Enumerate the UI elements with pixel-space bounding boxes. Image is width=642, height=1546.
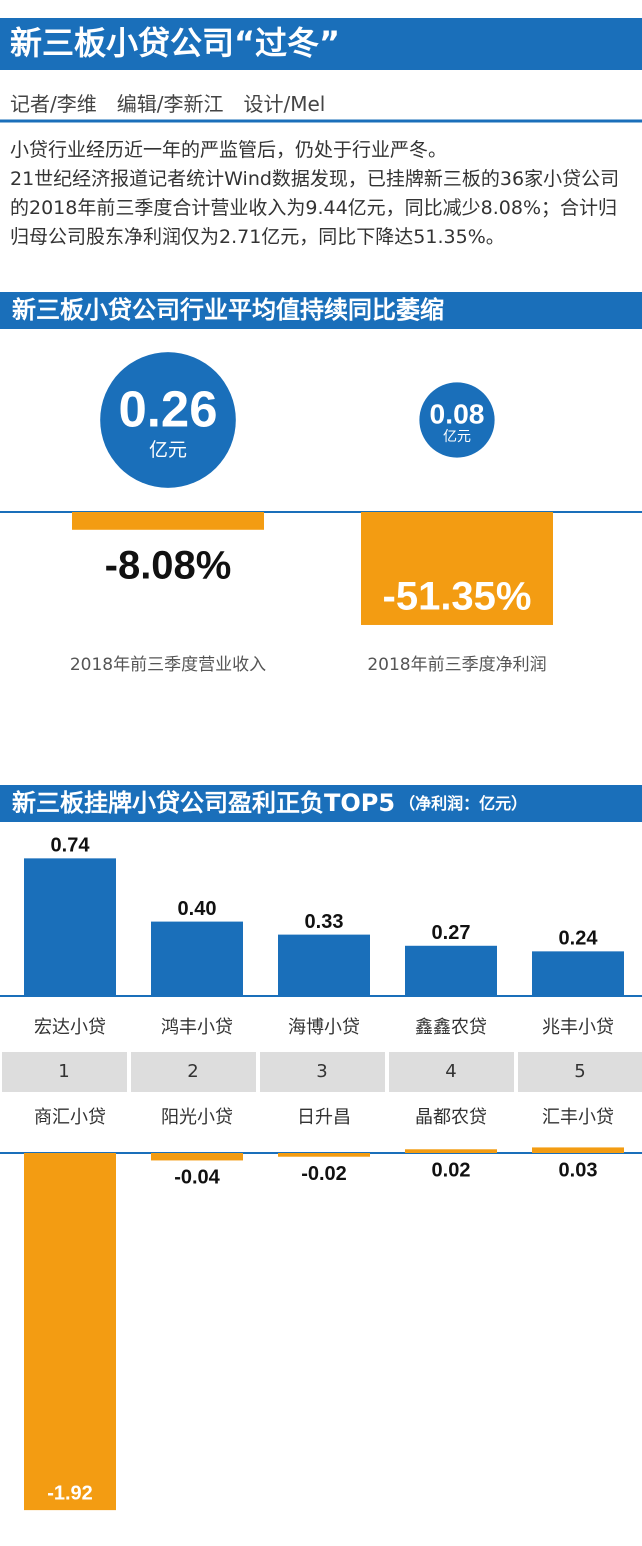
category-label: 2018年前三季度净利润: [367, 655, 546, 675]
company-label: 鸿丰小贷: [161, 1017, 233, 1038]
rank-label: 2: [187, 1061, 198, 1082]
company-label: 兆丰小贷: [542, 1017, 614, 1038]
rank-cell: [518, 1052, 642, 1092]
rank-label: 1: [58, 1061, 69, 1082]
avg-value: 0.08: [430, 398, 485, 430]
company-label: 日升昌: [297, 1107, 351, 1128]
section-title: 新三板小贷公司行业平均值持续同比萎缩: [12, 296, 444, 324]
value-label: 0.03: [559, 1159, 598, 1181]
change-bar: [361, 512, 553, 625]
change-bar: [72, 512, 264, 530]
section-title: 新三板挂牌小贷公司盈利正负TOP5 （净利润：亿元）: [12, 789, 527, 817]
avg-unit: 亿元: [443, 429, 471, 445]
rank-label: 4: [445, 1061, 456, 1082]
avg-value: 0.26: [119, 381, 218, 438]
bar: [532, 951, 624, 996]
change-label: -51.35%: [383, 575, 532, 619]
category-label: 2018年前三季度营业收入: [70, 655, 266, 675]
section-title-text: 新三板小贷公司行业平均值持续同比萎缩: [12, 296, 444, 324]
title-bar: [0, 18, 642, 70]
bar: [532, 1147, 624, 1153]
value-label: -0.02: [301, 1163, 347, 1185]
company-label: 海博小贷: [288, 1017, 360, 1038]
company-label: 晶都农贷: [415, 1107, 487, 1128]
bar: [151, 921, 243, 996]
bar: [405, 945, 497, 996]
section-bar: [0, 785, 642, 822]
value-label: 0.27: [432, 922, 471, 944]
value-label: -0.04: [174, 1167, 220, 1189]
rank-cell: [260, 1052, 385, 1092]
title: 新三板小贷公司“过冬”: [10, 24, 340, 62]
company-label: 鑫鑫农贷: [415, 1017, 487, 1038]
bar: [405, 1149, 497, 1153]
company-label: 宏达小贷: [34, 1017, 106, 1038]
intro: 小贷行业经历近一年的严监管后，仍处于行业严冬。 21世纪经济报道记者统计Wind…: [10, 136, 634, 252]
rank-cell: [2, 1052, 127, 1092]
value-label: 0.74: [51, 835, 91, 857]
intro-line: 小贷行业经历近一年的严监管后，仍处于行业严冬。: [10, 139, 448, 161]
rank-cell: [131, 1052, 256, 1092]
bar: [278, 1153, 370, 1157]
company-label: 阳光小贷: [161, 1107, 233, 1128]
change-label: -8.08%: [105, 543, 232, 587]
value-label: 0.40: [178, 898, 217, 920]
value-label: -1.92: [47, 1482, 93, 1504]
section-title-text: 新三板挂牌小贷公司盈利正负TOP5: [12, 789, 395, 817]
byline: 记者/李维 编辑/李新江 设计/Mel: [10, 92, 326, 116]
value-label: 0.24: [559, 928, 599, 950]
bar: [24, 1153, 116, 1511]
rank-label: 3: [316, 1061, 327, 1082]
section-bar: [0, 292, 642, 329]
intro-line: 21世纪经济报道记者统计Wind数据发现，已挂牌新三板的36家小贷公司的2018…: [10, 168, 620, 248]
bar: [151, 1153, 243, 1161]
company-label: 汇丰小贷: [542, 1107, 614, 1128]
bar: [24, 858, 116, 996]
section-subtitle: （净利润：亿元）: [399, 794, 527, 813]
rank-label: 5: [574, 1061, 585, 1082]
avg-circle: [100, 352, 236, 488]
bar: [278, 934, 370, 996]
avg-circle: [419, 382, 495, 458]
value-label: 0.02: [432, 1159, 471, 1181]
value-label: 0.33: [305, 911, 344, 933]
company-label: 商汇小贷: [34, 1107, 106, 1128]
rank-cell: [389, 1052, 514, 1092]
avg-unit: 亿元: [149, 439, 187, 461]
